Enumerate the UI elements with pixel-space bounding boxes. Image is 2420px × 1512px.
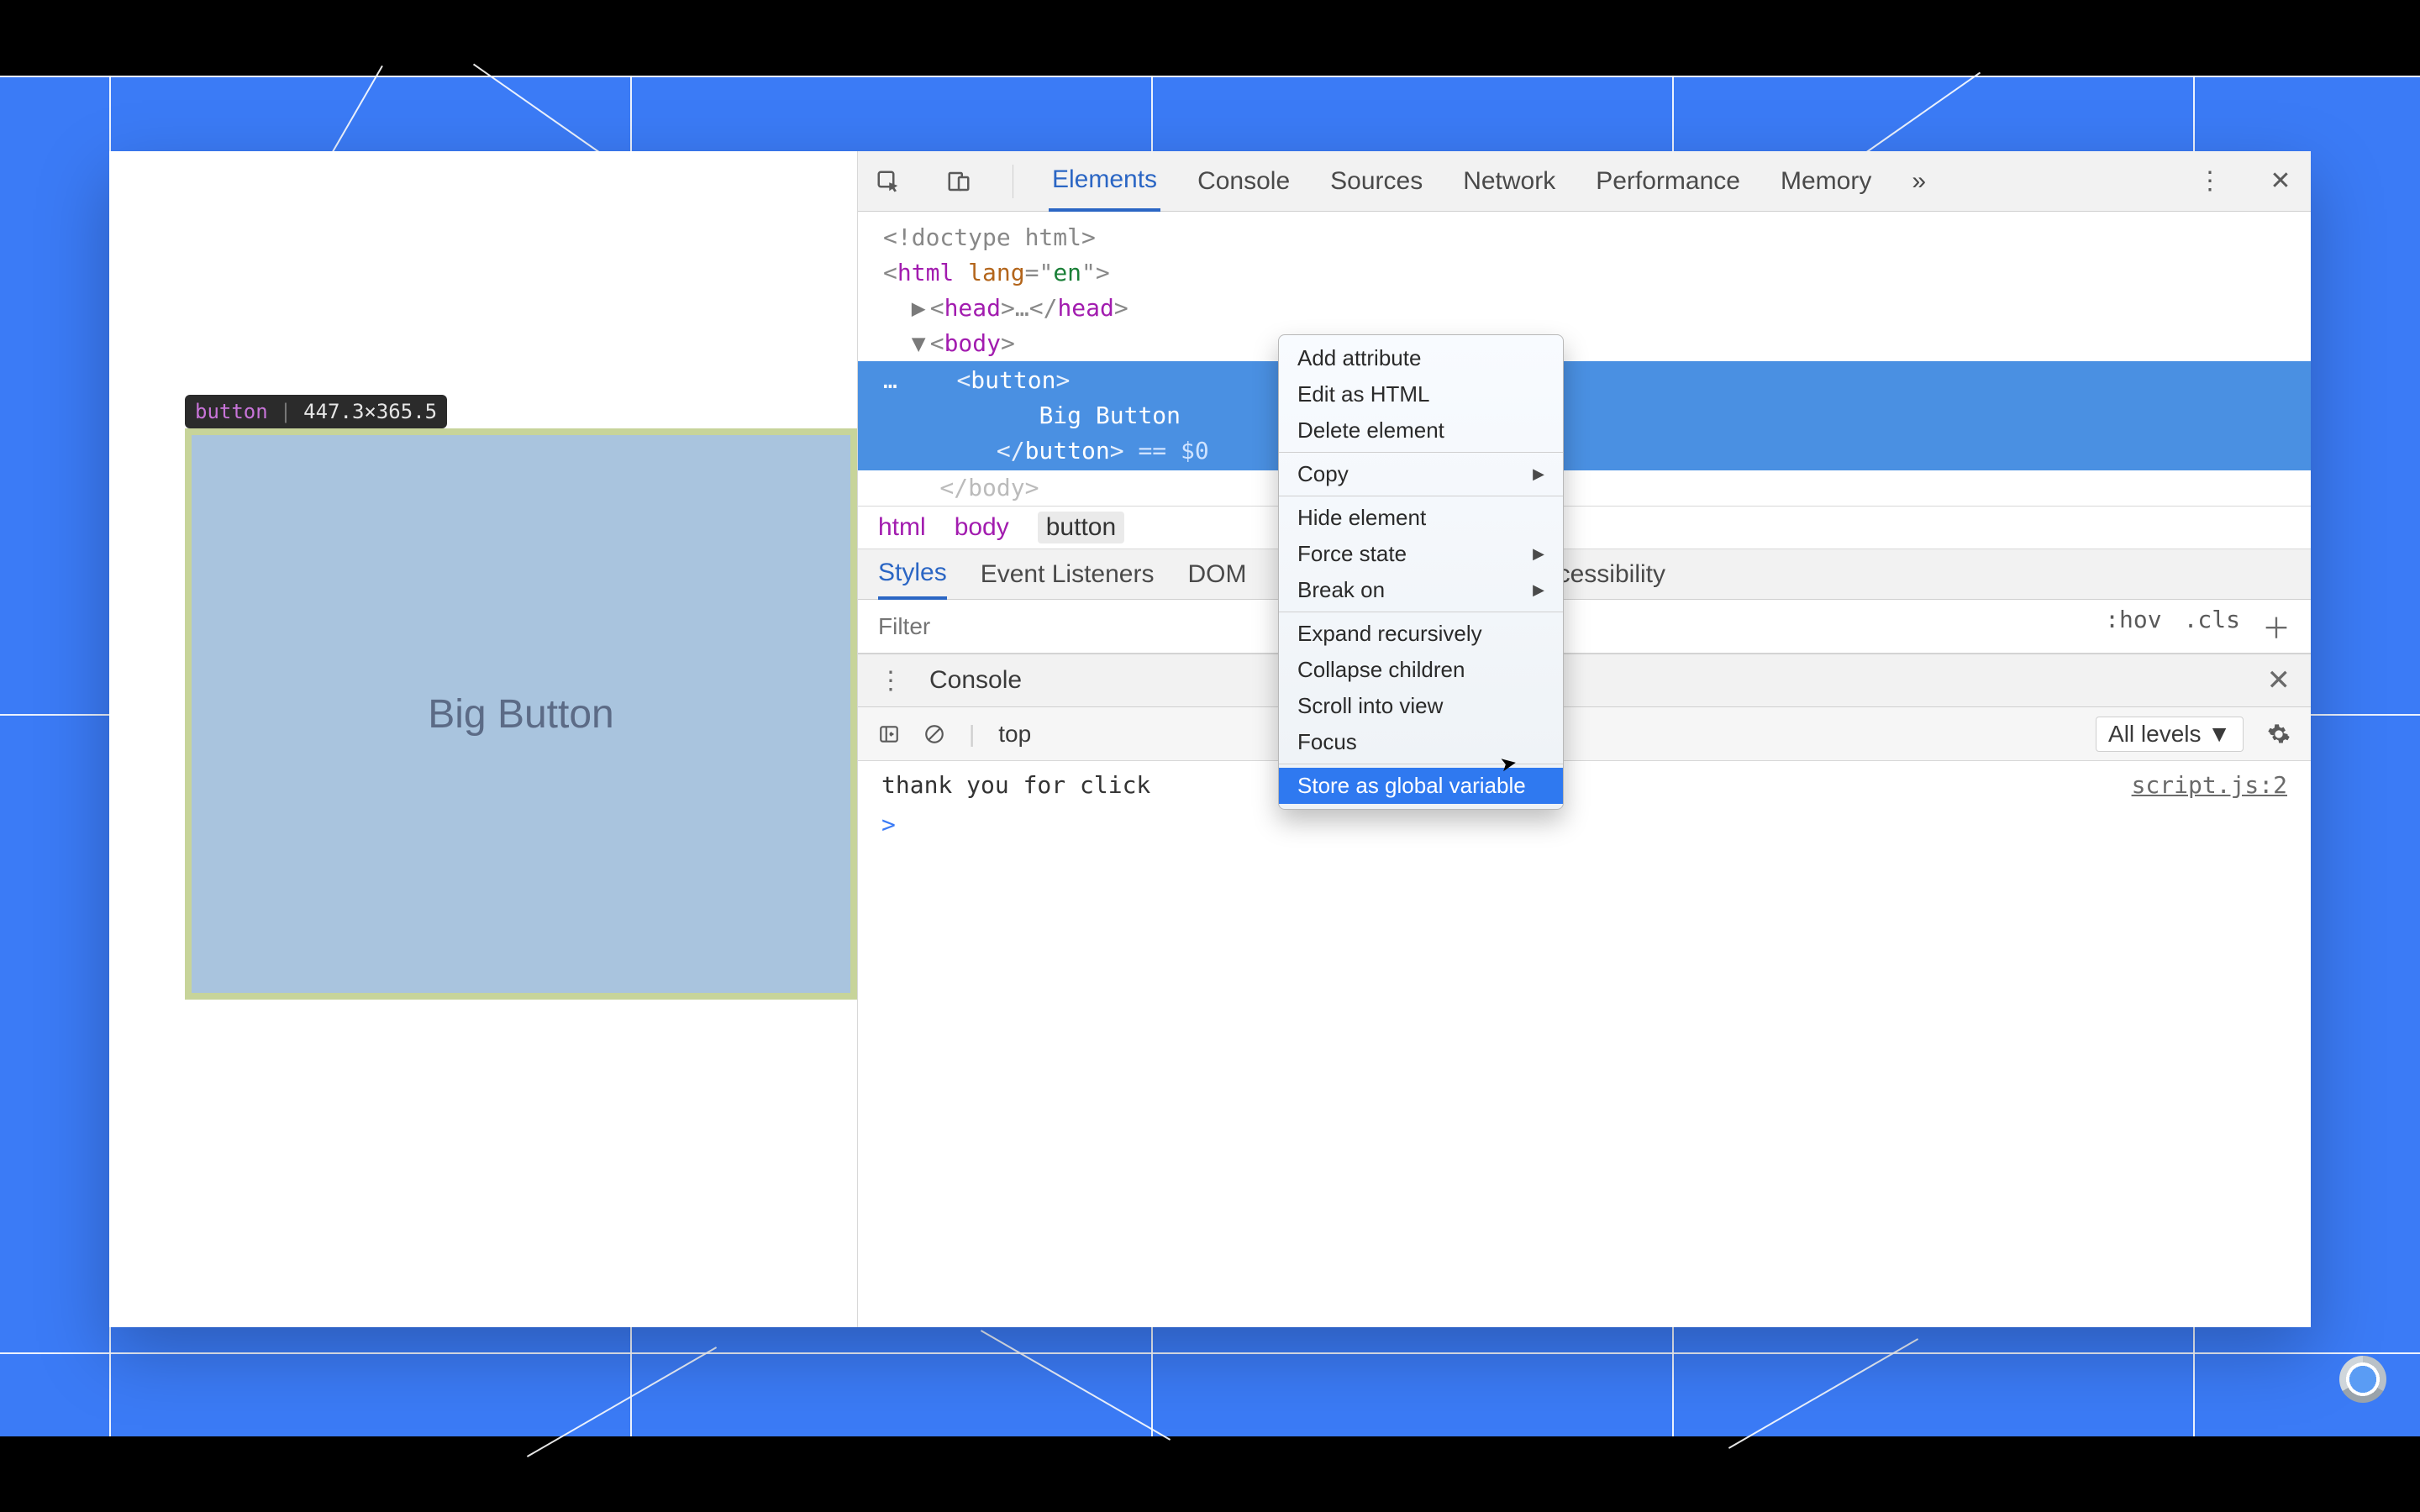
devtools-pane: Elements Console Sources Network Perform… [857,151,2311,1327]
console-sidebar-toggle-icon[interactable] [878,723,900,745]
tab-elements[interactable]: Elements [1049,151,1160,212]
ctx-item-copy[interactable]: Copy▶ [1279,456,1563,492]
drawer-title: Console [929,666,1022,695]
subtab-styles[interactable]: Styles [878,549,947,600]
ctx-item-add-attribute[interactable]: Add attribute [1279,340,1563,376]
new-style-rule-icon[interactable]: ＋ [2262,606,2291,647]
tab-console[interactable]: Console [1194,167,1293,196]
crumb-button[interactable]: button [1038,512,1124,543]
ctx-item-edit-as-html[interactable]: Edit as HTML [1279,376,1563,412]
inspect-element-icon[interactable] [870,163,907,200]
chrome-logo-icon [2339,1356,2386,1403]
console-log-text: thank you for click [881,771,1150,799]
kebab-menu-icon[interactable]: ⋮ [2191,163,2228,200]
cls-toggle[interactable]: .cls [2184,606,2240,647]
dom-selected-node[interactable]: … <button> Big Button </button> == $0 [858,361,2311,470]
subtab-dom-breakpoints[interactable]: DOM [1187,560,1246,589]
console-prompt[interactable]: > [881,802,2287,838]
dom-breadcrumb[interactable]: html body button [858,506,2311,549]
decorative-line [981,1330,1171,1441]
tooltip-dimensions: 447.3×365.5 [303,400,437,423]
element-context-menu[interactable]: Add attributeEdit as HTMLDelete element C… [1278,334,1564,810]
clear-console-icon[interactable] [923,723,945,745]
ctx-item-expand-recursively[interactable]: Expand recursively [1279,616,1563,652]
dom-tree[interactable]: <!doctype html> <html lang="en"> ▶<head>… [858,212,2311,506]
console-drawer-header: ⋮ Console ✕ [858,654,2311,707]
console-toolbar: | top All levels ▼ [858,707,2311,761]
decorative-line [1728,1338,1918,1449]
decorative-line [527,1347,717,1457]
big-button[interactable]: Big Button [185,428,857,1000]
crumb-body[interactable]: body [955,513,1009,542]
ctx-item-delete-element[interactable]: Delete element [1279,412,1563,449]
ctx-item-break-on[interactable]: Break on▶ [1279,572,1563,608]
tab-memory[interactable]: Memory [1777,167,1875,196]
ctx-item-focus[interactable]: Focus [1279,724,1563,760]
browser-devtools-window: button | 447.3×365.5 Big Button Elements… [109,151,2311,1327]
console-context-selector[interactable]: top [998,721,1031,748]
tabs-overflow[interactable]: » [1908,167,1929,196]
element-inspect-tooltip: button | 447.3×365.5 [185,395,447,428]
console-settings-icon[interactable] [2267,722,2291,746]
dom-selected-text: Big Button [1039,402,1181,429]
console-log-line: thank you for click script.js:2 [881,768,2287,802]
ctx-item-force-state[interactable]: Force state▶ [1279,536,1563,572]
crumb-html[interactable]: html [878,513,926,542]
drawer-close-icon[interactable]: ✕ [2267,664,2291,697]
tab-sources[interactable]: Sources [1327,167,1426,196]
ctx-item-store-as-global-variable[interactable]: Store as global variable [1279,768,1563,804]
subtab-event-listeners[interactable]: Event Listeners [981,560,1155,589]
dom-dollar-zero: == $0 [1124,437,1209,465]
console-log-source[interactable]: script.js:2 [2132,771,2287,799]
tab-network[interactable]: Network [1460,167,1559,196]
devtools-tabbar: Elements Console Sources Network Perform… [858,151,2311,212]
device-toolbar-icon[interactable] [940,163,977,200]
page-preview-pane: button | 447.3×365.5 Big Button [109,151,857,1327]
drawer-kebab-icon[interactable]: ⋮ [878,666,906,696]
close-devtools-icon[interactable]: ✕ [2262,163,2299,200]
console-body[interactable]: thank you for click script.js:2 > [858,761,2311,1327]
presentation-background: button | 447.3×365.5 Big Button Elements… [0,76,2420,1436]
ctx-item-scroll-into-view[interactable]: Scroll into view [1279,688,1563,724]
styles-tabbar: Styles Event Listeners DOM Breakpoints r… [858,549,2311,600]
ctx-item-collapse-children[interactable]: Collapse children [1279,652,1563,688]
ctx-item-hide-element[interactable]: Hide element [1279,500,1563,536]
hov-toggle[interactable]: :hov [2105,606,2161,647]
console-levels-selector[interactable]: All levels ▼ [2096,717,2244,752]
styles-filter-row: :hov .cls ＋ [858,600,2311,654]
tooltip-tagname: button [195,400,268,423]
tab-performance[interactable]: Performance [1592,167,1744,196]
dom-ellipsis: … [1015,294,1029,322]
